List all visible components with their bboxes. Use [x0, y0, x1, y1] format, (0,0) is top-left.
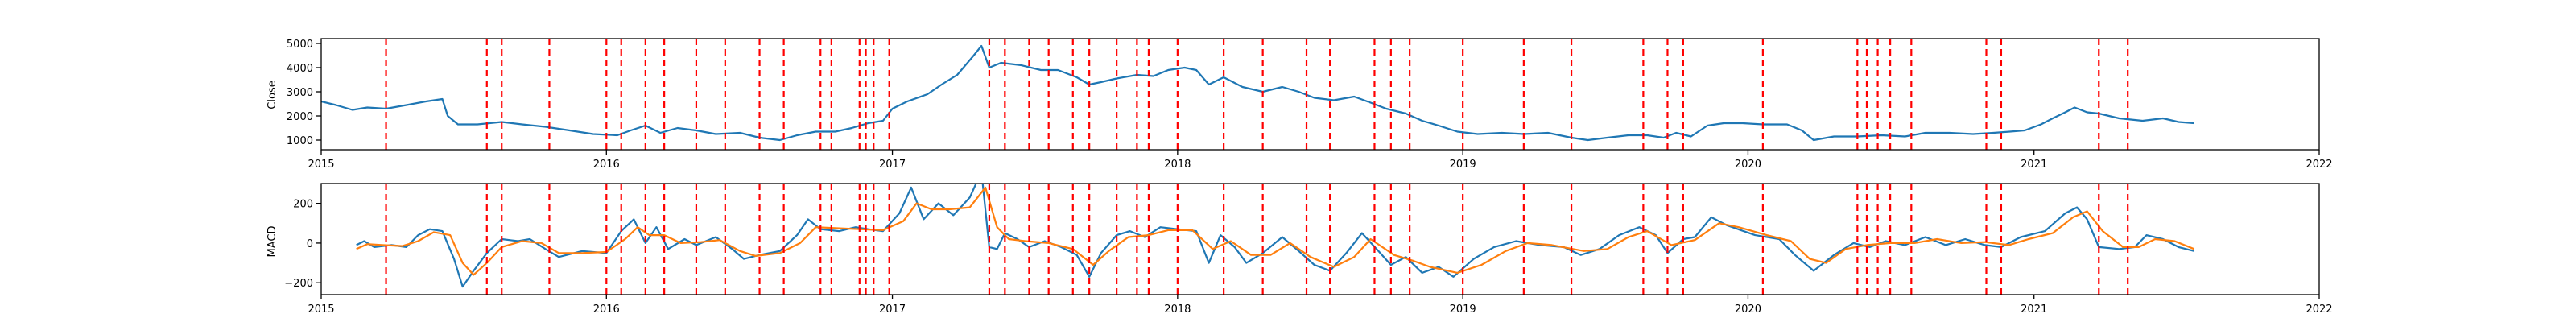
y-tick-label-2: 200	[293, 199, 313, 211]
x-tick-label-3: 2018	[1164, 159, 1191, 171]
x-tick-label-0: 2015	[308, 159, 334, 171]
x-tick-label-5: 2020	[1735, 303, 1761, 316]
x-tick-label-6: 2021	[2021, 303, 2047, 316]
axes-frame	[320, 38, 2320, 151]
macd-panel: MACD 2015 2016 2017 2018 2019 2020 2021 2022 −20…	[266, 183, 2333, 316]
y-tick-label-0: −200	[284, 278, 313, 290]
y-tick-label-2: 3000	[287, 87, 313, 99]
macd-ylabel: MACD	[266, 226, 279, 258]
plot-area	[356, 184, 2195, 295]
close-price-panel: Close 2015 2016 2017 2018 2019 2020 2021 2022 10…	[266, 38, 2333, 171]
x-tick-label-4: 2019	[1450, 303, 1476, 316]
x-tick-label-1: 2016	[593, 303, 620, 316]
close-ylabel: Close	[266, 80, 279, 109]
series-line-0	[321, 44, 2194, 142]
y-tick-label-4: 5000	[287, 39, 313, 51]
x-tick-label-0: 2015	[308, 303, 334, 316]
x-tick-label-6: 2021	[2021, 159, 2047, 171]
plot-area	[321, 39, 2194, 150]
y-tick-label-0: 1000	[287, 135, 313, 147]
x-tick-label-5: 2020	[1735, 159, 1761, 171]
x-tick-label-7: 2022	[2306, 159, 2332, 171]
x-tick-label-4: 2019	[1450, 159, 1476, 171]
y-tick-label-3: 4000	[287, 63, 313, 75]
x-tick-label-3: 2018	[1164, 303, 1191, 316]
x-tick-label-2: 2017	[879, 159, 906, 171]
axes-frame	[320, 183, 2320, 295]
series-line-1	[356, 186, 2195, 276]
y-tick-label-1: 0	[307, 238, 313, 250]
y-tick-label-1: 2000	[287, 111, 313, 123]
x-tick-label-2: 2017	[879, 303, 906, 316]
x-tick-label-7: 2022	[2306, 303, 2332, 316]
x-tick-label-1: 2016	[593, 159, 620, 171]
